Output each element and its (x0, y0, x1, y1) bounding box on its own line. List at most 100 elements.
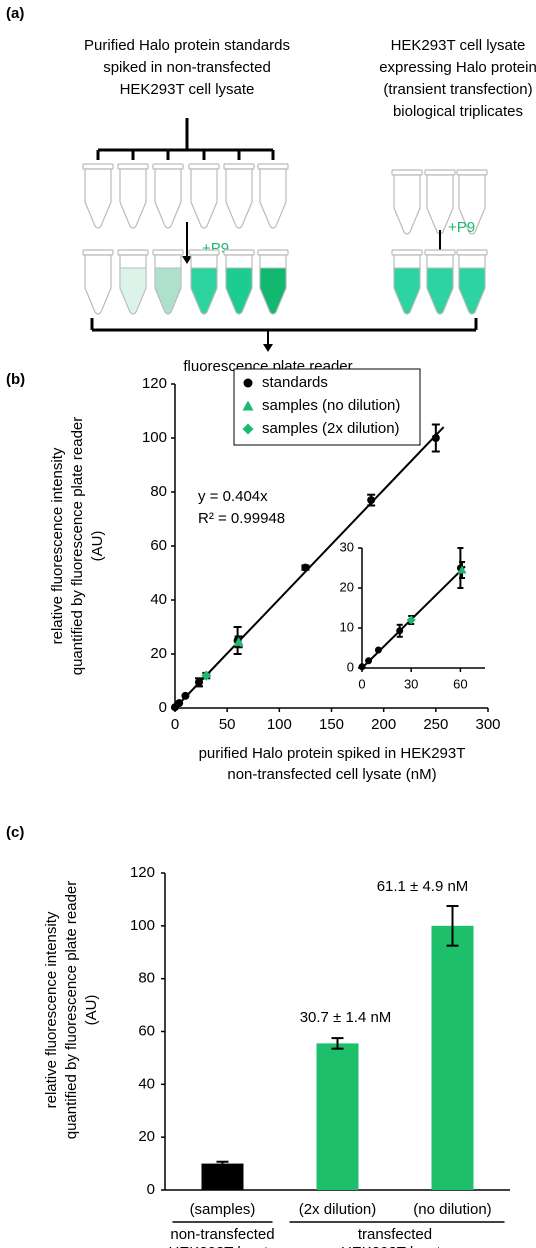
tube-cap (391, 169, 423, 176)
group-label: HEK293T lysate (168, 1244, 276, 1248)
y-axis-label: (AU) (83, 995, 100, 1026)
tube-liquid (458, 267, 486, 315)
y-tick-label: 60 (138, 1022, 155, 1039)
tube (84, 168, 112, 229)
tube-cap (117, 249, 149, 256)
y-tick-label: 20 (340, 579, 354, 594)
y-tick-label: 10 (340, 619, 354, 634)
point (301, 563, 310, 572)
description: expressing Halo protein (379, 59, 536, 76)
x-tick-label: (no dilution) (413, 1201, 491, 1218)
point (431, 434, 440, 442)
y-tick-label: 100 (130, 917, 155, 934)
error-bar (331, 1037, 344, 1050)
y-tick-label: 120 (130, 864, 155, 881)
point (396, 627, 404, 635)
y-tick-label: 40 (138, 1075, 155, 1092)
point (365, 657, 373, 665)
x-tick-label: 100 (267, 716, 292, 733)
point (374, 646, 382, 654)
tube-cap (82, 249, 114, 256)
annotation: 61.1 ± 4.9 nM (377, 878, 469, 895)
tube-cap (117, 163, 149, 170)
tube-cap (223, 249, 255, 256)
x-tick-label: 30 (404, 676, 418, 691)
tube-liquid (154, 267, 182, 315)
point (457, 565, 467, 574)
tube-cap (152, 249, 184, 256)
tube-cap (456, 169, 488, 176)
annotation: R² = 0.99948 (198, 510, 285, 527)
bar (431, 925, 474, 1190)
y-tick-label: 100 (142, 429, 167, 446)
tube-cap (188, 249, 220, 256)
arrow-head (182, 256, 192, 264)
arrow-head (263, 344, 273, 352)
legend-label: standards (262, 374, 328, 391)
point (367, 496, 376, 505)
point (181, 691, 190, 700)
tube-liquid (426, 267, 454, 315)
tube-liquid (225, 267, 253, 315)
point (175, 699, 184, 708)
tube (154, 168, 182, 229)
tube-cap (424, 249, 456, 256)
tube-cap (188, 163, 220, 170)
x-tick-label: 300 (475, 716, 500, 733)
bar (316, 1043, 359, 1190)
x-tick-label: 60 (453, 676, 467, 691)
y-axis-label: relative fluorescence intensity (43, 911, 60, 1108)
tube-cap (424, 169, 456, 176)
legend-marker (243, 378, 253, 388)
annotation: 30.7 ± 1.4 nM (300, 1009, 392, 1026)
description: Purified Halo protein standards (84, 37, 290, 54)
y-tick-label: 40 (150, 591, 167, 608)
tube-cap (223, 163, 255, 170)
error-bar (216, 1160, 229, 1167)
x-axis-label: non-transfected cell lysate (nM) (227, 766, 436, 783)
error-bar (446, 905, 459, 947)
tube (190, 168, 218, 229)
legend-marker (242, 400, 254, 411)
point (194, 678, 203, 687)
x-tick-label: 250 (423, 716, 448, 733)
x-axis-label: purified Halo protein spiked in HEK293T (199, 745, 466, 762)
legend-marker (242, 423, 254, 435)
legend-label: samples (2x dilution) (262, 420, 400, 437)
legend (233, 368, 421, 446)
point (201, 670, 212, 681)
y-tick-label: 20 (138, 1128, 155, 1145)
y-tick-label: 30 (340, 539, 354, 554)
tube-cap (456, 249, 488, 256)
x-tick-label: 0 (358, 676, 365, 691)
description: HEK293T cell lysate (391, 37, 526, 54)
x-tick-label: 150 (319, 716, 344, 733)
x-tick-label: (samples) (190, 1201, 256, 1218)
x-tick-label: 50 (219, 716, 236, 733)
y-tick-label: 80 (150, 483, 167, 500)
y-axis-label: (AU) (89, 531, 106, 562)
description: biological triplicates (393, 103, 523, 120)
bar (201, 1163, 244, 1190)
tube-cap (152, 163, 184, 170)
description: HEK293T cell lysate (120, 81, 255, 98)
tube-cap (391, 249, 423, 256)
legend-label: samples (no dilution) (262, 397, 400, 414)
description: (transient transfection) (383, 81, 532, 98)
tube-cap (257, 163, 289, 170)
tube-liquid (393, 267, 421, 315)
panel-label: (a) (6, 5, 24, 22)
tube (458, 174, 486, 235)
y-axis-label: quantified by fluorescence plate reader (63, 881, 80, 1140)
tube (119, 168, 147, 229)
tube (225, 168, 253, 229)
tube-cap (82, 163, 114, 170)
annotation: y = 0.404x (198, 488, 268, 505)
panel-label: (c) (6, 824, 24, 841)
y-tick-label: 80 (138, 970, 155, 987)
group-label: HEK293T lysate (341, 1244, 449, 1248)
x-tick-label: 200 (371, 716, 396, 733)
tube-liquid (190, 267, 218, 315)
